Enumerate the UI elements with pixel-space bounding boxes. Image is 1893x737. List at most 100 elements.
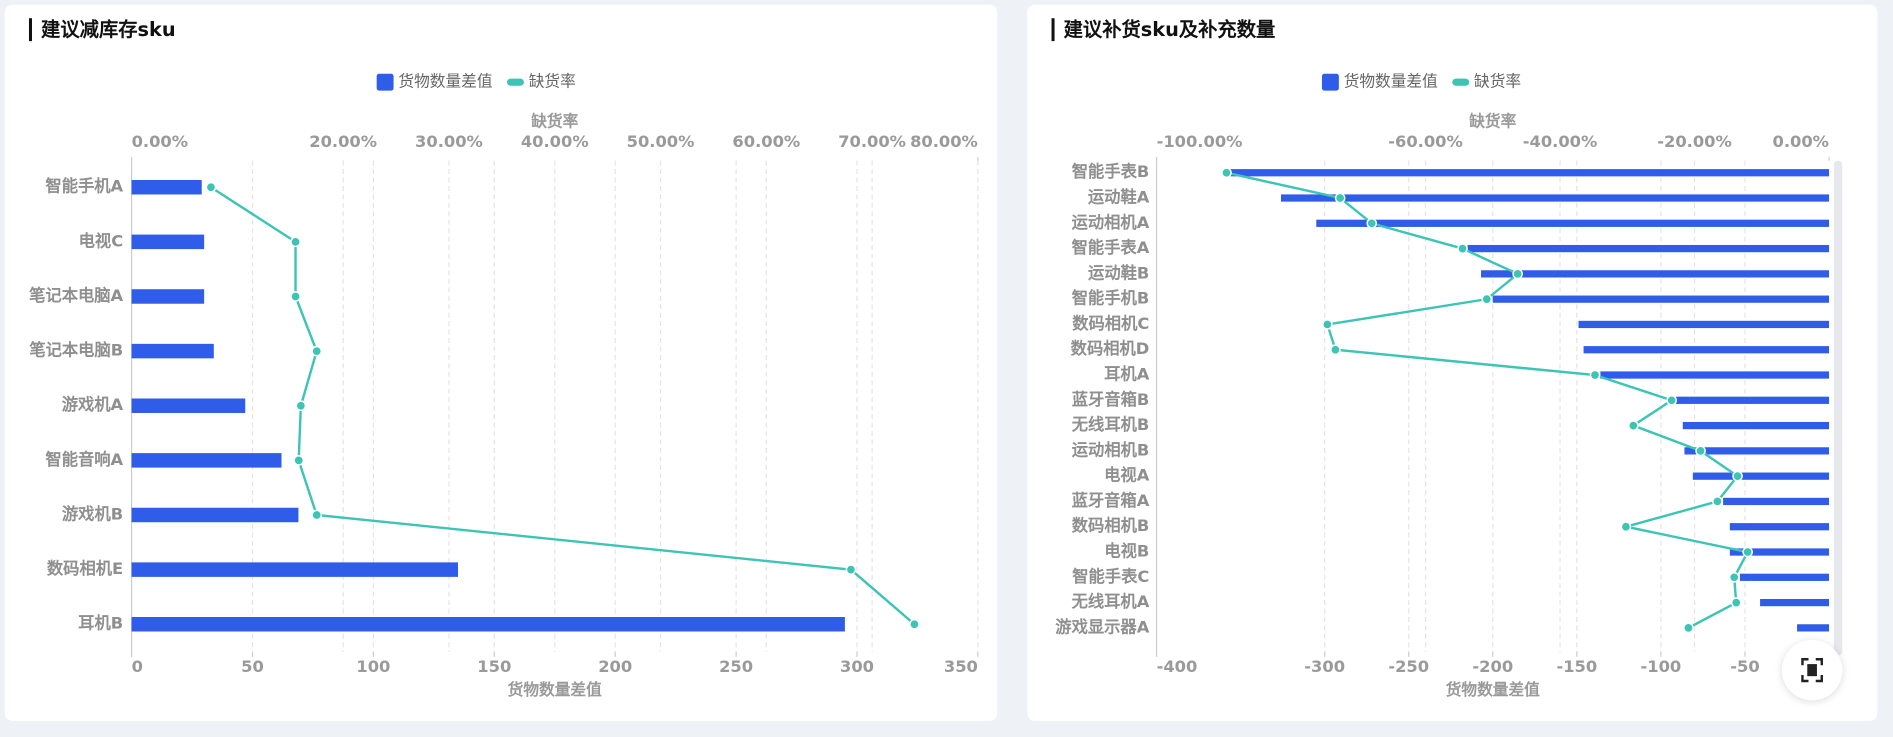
legend-label: 缺货率	[529, 72, 576, 91]
bar	[1481, 270, 1830, 278]
rate-point	[1322, 319, 1333, 330]
category-label: 数码相机B	[1072, 516, 1150, 535]
category-label: 智能手表A	[1072, 238, 1150, 257]
x2-axis-title: 缺货率	[1469, 112, 1516, 131]
category-label: 蓝牙音箱A	[1072, 491, 1150, 510]
category-label: 无线耳机B	[1072, 415, 1150, 434]
rate-point	[205, 181, 217, 193]
x2-tick-label: 80.00%	[910, 132, 978, 151]
title-marker	[1051, 18, 1055, 42]
chart-title: 建议减库存sku	[41, 18, 176, 41]
bar	[1676, 396, 1830, 404]
rate-point	[1730, 597, 1742, 608]
rate-point	[295, 400, 307, 412]
rate-point	[1589, 369, 1601, 381]
bar	[131, 507, 299, 523]
rate-point	[845, 564, 857, 575]
category-label: 电视A	[1104, 466, 1150, 485]
legend-label: 货物数量差值	[398, 72, 492, 91]
bar	[1739, 573, 1830, 581]
x-tick-label: -150	[1556, 657, 1597, 676]
bar	[1230, 169, 1830, 177]
bar	[1684, 447, 1830, 455]
rate-point	[1732, 470, 1743, 482]
category-label: 电视C	[79, 231, 124, 250]
category-label: 蓝牙音箱B	[1072, 390, 1150, 409]
rate-point	[311, 345, 323, 357]
category-label: 游戏机B	[62, 504, 123, 523]
rate-point	[1683, 622, 1694, 634]
bar	[131, 398, 246, 413]
rate-point	[1728, 571, 1740, 583]
bar	[131, 343, 214, 359]
category-label: 数码相机C	[1072, 314, 1149, 333]
category-label: 智能音响A	[45, 450, 123, 469]
chart-title: 建议补货sku及补充数量	[1064, 18, 1276, 41]
x-tick-label: -200	[1472, 657, 1513, 676]
bar	[131, 453, 282, 468]
category-label: 运动相机B	[1072, 440, 1150, 459]
x-tick-label: -250	[1388, 657, 1429, 676]
bar	[1797, 624, 1830, 632]
scrollbar[interactable]	[1833, 160, 1843, 656]
category-label: 耳机B	[78, 614, 123, 633]
bar	[131, 289, 205, 304]
rate-point	[1334, 192, 1346, 204]
x-tick-label: 300	[840, 657, 874, 676]
bar	[1578, 320, 1830, 329]
x2-tick-label: -20.00%	[1657, 132, 1732, 151]
rate-point	[1330, 344, 1341, 356]
rate-point	[1666, 394, 1677, 406]
rate-point	[1366, 217, 1378, 229]
x-tick-label: -400	[1157, 657, 1198, 676]
category-label: 游戏机A	[62, 395, 124, 414]
x2-tick-label: 30.00%	[415, 132, 483, 151]
x-tick-label: 150	[477, 657, 511, 676]
bar	[1729, 548, 1830, 556]
category-label: 智能手机A	[45, 177, 123, 196]
x-tick-label: 0	[132, 657, 143, 676]
x2-tick-label: 70.00%	[838, 132, 906, 151]
rate-point	[290, 236, 301, 248]
rate-point	[1712, 496, 1723, 507]
x2-tick-label: -40.00%	[1523, 132, 1598, 151]
x-tick-label: -100	[1641, 657, 1682, 676]
bar	[1723, 497, 1830, 506]
category-label: 运动鞋B	[1088, 263, 1149, 282]
rate-point	[293, 455, 305, 466]
rate-point	[1512, 268, 1523, 280]
rate-point	[1742, 546, 1753, 558]
expand-icon	[1807, 664, 1817, 677]
category-label: 数码相机E	[47, 559, 123, 578]
x2-tick-label: 60.00%	[732, 132, 800, 151]
x-tick-label: 100	[356, 657, 390, 676]
x-axis-title: 货物数量差值	[1446, 680, 1540, 699]
title-marker	[28, 18, 32, 42]
legend-swatch	[507, 78, 524, 86]
category-label: 游戏显示器A	[1055, 617, 1149, 636]
bar	[1692, 472, 1830, 480]
x2-tick-label: 40.00%	[521, 132, 589, 151]
category-label: 智能手机B	[1072, 289, 1150, 308]
legend-label: 缺货率	[1474, 72, 1521, 91]
category-label: 笔记本电脑B	[29, 341, 123, 360]
rate-point	[311, 509, 323, 521]
x-tick-label: 50	[241, 657, 264, 676]
x-tick-label: 250	[719, 657, 753, 676]
x-tick-label: -300	[1304, 657, 1345, 676]
bar	[131, 234, 205, 250]
category-label: 耳机A	[1104, 365, 1150, 384]
category-label: 电视B	[1104, 542, 1149, 561]
rate-point	[1695, 445, 1706, 457]
bar	[131, 179, 202, 195]
category-label: 运动相机A	[1072, 213, 1150, 232]
rate-point	[1481, 293, 1493, 305]
x2-tick-label: 0.00%	[1773, 132, 1829, 151]
bar	[131, 562, 459, 577]
category-label: 智能手表C	[1072, 567, 1149, 586]
expand-icon	[1801, 658, 1823, 683]
category-label: 无线耳机A	[1072, 592, 1150, 611]
bar	[1729, 523, 1830, 531]
panel	[4, 4, 998, 721]
